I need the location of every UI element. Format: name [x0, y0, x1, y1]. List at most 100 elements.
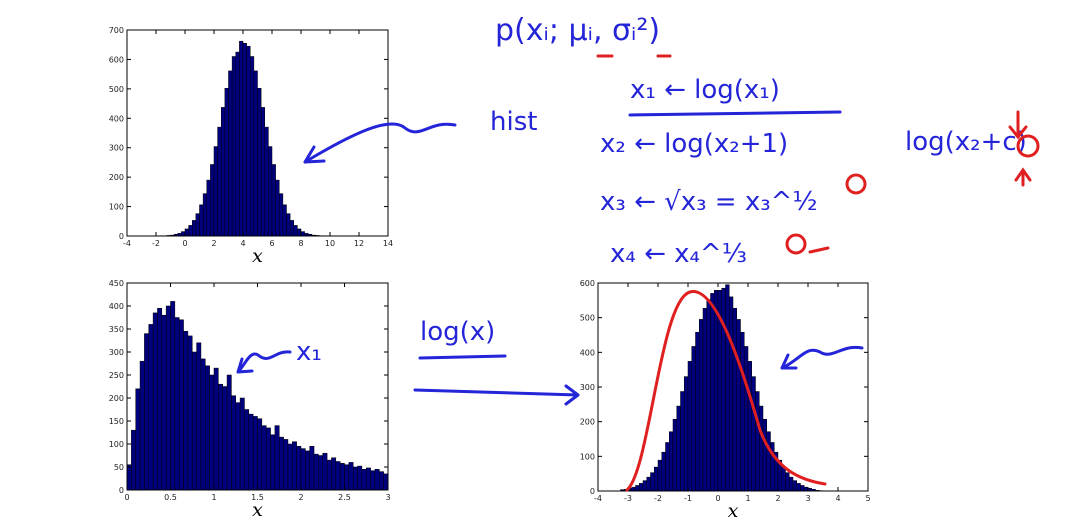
- bar: [222, 386, 228, 491]
- bar: [348, 462, 354, 491]
- y-tick-label: 150: [109, 417, 124, 426]
- bar: [274, 425, 280, 491]
- bar: [217, 126, 222, 237]
- bar: [271, 164, 276, 237]
- bar: [210, 164, 215, 237]
- bar: [665, 442, 670, 492]
- bar: [352, 466, 358, 491]
- bar: [257, 88, 262, 237]
- bar: [639, 483, 644, 492]
- bar: [710, 293, 715, 492]
- bar: [642, 480, 647, 492]
- bar: [687, 361, 692, 492]
- bar: [300, 231, 305, 237]
- bar: [366, 467, 371, 491]
- bar: [228, 70, 233, 237]
- bar: [188, 225, 193, 237]
- bar: [252, 416, 258, 491]
- x-tick-label: 10: [325, 239, 335, 248]
- bar: [286, 213, 291, 237]
- bar: [199, 204, 204, 237]
- y-tick-label: 350: [109, 325, 124, 334]
- bar: [265, 427, 271, 491]
- x-tick-label: 0.5: [164, 493, 177, 502]
- bar: [691, 346, 696, 492]
- x-tick-label: -4: [123, 239, 131, 248]
- x-tick-label: 2: [298, 493, 303, 502]
- bar: [157, 308, 163, 491]
- bar: [213, 146, 218, 237]
- bar: [300, 448, 306, 491]
- bar: [684, 376, 689, 492]
- y-tick-label: 600: [580, 279, 595, 288]
- bar: [192, 220, 197, 237]
- bar: [326, 459, 332, 491]
- bar: [183, 331, 189, 491]
- y-tick-label: 450: [109, 279, 124, 288]
- bar: [239, 397, 245, 491]
- annotation: log(x₂+c): [905, 127, 1027, 157]
- bar: [268, 146, 273, 237]
- bar: [131, 429, 136, 491]
- bar: [331, 457, 337, 491]
- x-tick-label: 3: [805, 494, 810, 503]
- bar: [740, 331, 745, 492]
- x-tick-label: 5: [865, 494, 870, 503]
- bar: [370, 470, 376, 491]
- x-tick-label: -4: [594, 494, 602, 503]
- bar: [200, 358, 206, 491]
- bar: [275, 179, 280, 237]
- bar: [635, 485, 640, 492]
- bar: [650, 472, 655, 492]
- bar: [239, 40, 244, 237]
- x-tick-label: 0: [182, 239, 187, 248]
- bar: [253, 70, 258, 237]
- arrow: [413, 384, 580, 406]
- bar: [224, 88, 229, 237]
- bar: [213, 367, 219, 491]
- y-tick-label: 400: [109, 114, 124, 123]
- annotation: x₃ ← √x₃ = x₃^½: [600, 187, 818, 217]
- bar: [165, 305, 171, 491]
- red-arrow: [808, 246, 830, 254]
- bar: [195, 213, 200, 237]
- y-tick-label: 100: [580, 452, 595, 461]
- bar: [261, 425, 267, 491]
- bar: [260, 107, 265, 237]
- bar: [313, 453, 319, 491]
- bar: [231, 395, 236, 491]
- y-tick-label: 300: [109, 144, 124, 153]
- y-tick-label: 50: [114, 463, 124, 472]
- bar: [242, 42, 247, 237]
- underline: [418, 354, 507, 360]
- y-tick-label: 500: [109, 85, 124, 94]
- bar: [293, 225, 298, 237]
- bar: [283, 439, 289, 491]
- x-tick-label: 2.5: [338, 493, 351, 502]
- bar: [187, 335, 193, 491]
- bar: [335, 461, 341, 491]
- bar: [631, 486, 636, 492]
- underline: [628, 110, 842, 117]
- bar: [725, 284, 730, 492]
- bar: [139, 360, 145, 491]
- bar: [706, 299, 711, 492]
- bar: [379, 471, 384, 491]
- bar: [729, 296, 734, 492]
- bar: [695, 331, 700, 492]
- y-tick-label: 0: [590, 487, 595, 496]
- bar: [226, 374, 232, 491]
- red-arrows: [1008, 110, 1032, 187]
- x-tick-label: 3: [385, 493, 390, 502]
- bar: [714, 290, 719, 492]
- bar: [789, 476, 794, 492]
- bar: [250, 56, 255, 237]
- bar: [126, 464, 132, 491]
- bar: [747, 361, 752, 492]
- red-circle: [785, 233, 807, 255]
- bar: [800, 485, 805, 492]
- x-tick-label: -2: [654, 494, 662, 503]
- bar: [721, 287, 726, 492]
- bar: [762, 418, 767, 492]
